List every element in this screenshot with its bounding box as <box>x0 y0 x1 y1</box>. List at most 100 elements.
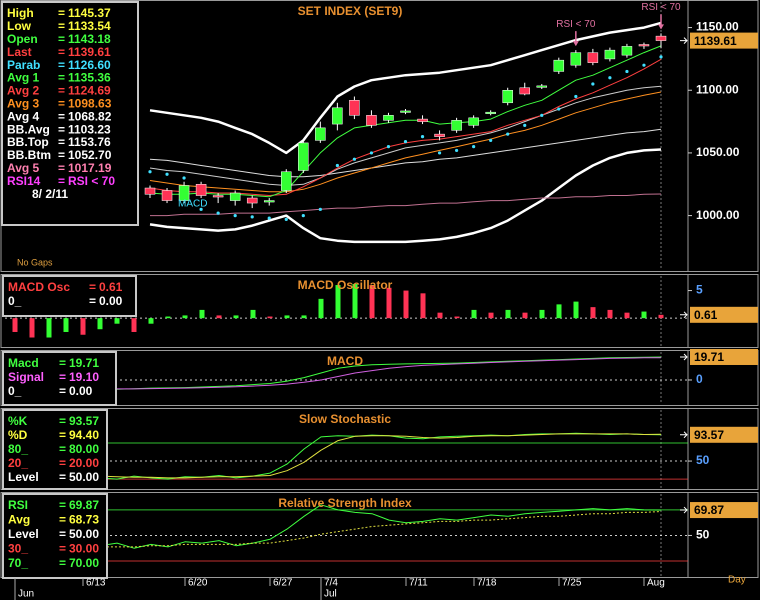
value-box <box>690 32 758 49</box>
value-box <box>690 426 758 443</box>
legend-value: 20.00 <box>69 456 99 470</box>
osc-bar <box>199 309 205 319</box>
x-tick-label: 7/4 <box>324 578 338 589</box>
panel-title: Slow Stochastic <box>299 412 391 426</box>
series-line <box>149 91 662 193</box>
legend-separator: = <box>59 456 66 470</box>
candle-body <box>383 115 394 121</box>
candle-body <box>621 46 633 56</box>
legend-value: 0.00 <box>69 384 93 398</box>
legend-label: Signal <box>8 370 44 384</box>
legend-box <box>2 275 137 317</box>
osc-bar <box>386 287 392 319</box>
x-tick-label: 6/27 <box>273 578 293 589</box>
x-tick-label: 7/25 <box>562 578 582 589</box>
sar-dot <box>420 135 425 139</box>
legend-label: MACD Osc <box>8 280 70 294</box>
osc-bar <box>573 301 579 319</box>
legend-value: 1153.76 <box>68 135 111 149</box>
legend-separator: = <box>58 122 65 136</box>
sar-dot <box>437 151 442 155</box>
legend-separator: = <box>58 6 65 20</box>
legend-value: 50.00 <box>69 470 99 484</box>
x-tick-label: Aug <box>647 578 665 589</box>
legend-label: %K <box>8 414 28 428</box>
value-pointer <box>680 37 688 44</box>
sar-dot <box>659 55 663 59</box>
legend-label: Avg 2 <box>7 84 40 98</box>
y-tick-label: 50 <box>696 453 710 467</box>
y-tick-label: 1100.00 <box>696 82 739 96</box>
signal-arrowhead <box>658 24 664 30</box>
candle-body <box>144 187 156 195</box>
legend-value: 69.87 <box>69 498 99 512</box>
legend-date: 8/ 2/11 <box>32 187 68 201</box>
y-tick-label: 1000.00 <box>696 208 740 222</box>
series-line <box>14 433 662 479</box>
osc-bar <box>267 316 273 319</box>
legend-separator: = <box>59 498 66 512</box>
legend-separator: = <box>58 148 65 162</box>
candle-body <box>587 52 599 63</box>
y-tick-label: 1050.00 <box>696 145 740 159</box>
legend-separator: = <box>58 32 65 46</box>
candle-body <box>468 117 479 126</box>
osc-bar <box>284 315 290 319</box>
candle-body <box>178 185 190 201</box>
osc-bar <box>335 285 341 319</box>
legend-label: Avg 4 <box>7 109 40 123</box>
candle-body <box>485 111 496 114</box>
candle-body <box>417 118 428 122</box>
legend-value: 1017.19 <box>68 161 112 175</box>
osc-bar <box>624 312 630 319</box>
candle-body <box>536 85 548 88</box>
legend-label: 0_ <box>8 384 22 398</box>
legend-label: Level <box>8 527 39 541</box>
candle-body <box>502 89 513 104</box>
sar-dot <box>284 217 288 221</box>
osc-bar <box>607 309 613 319</box>
legend-label: High <box>7 6 34 20</box>
candle-body <box>434 133 445 137</box>
legend-separator: = <box>59 384 66 398</box>
candle-body <box>263 200 275 203</box>
legend-label: RSI <box>8 498 28 512</box>
month-label: Jul <box>324 589 337 600</box>
legend-value: 19.71 <box>69 356 99 370</box>
osc-bar <box>216 315 222 319</box>
osc-bar <box>522 312 528 319</box>
legend-value: 1145.37 <box>68 6 111 20</box>
candle-body <box>298 142 309 171</box>
osc-bar <box>165 316 171 319</box>
legend-value: 70.00 <box>69 556 99 570</box>
sar-dot <box>506 132 510 136</box>
osc-bar <box>658 314 664 319</box>
panel-frame <box>0 492 759 578</box>
legend-separator: = <box>58 96 65 110</box>
candle-body <box>655 35 667 41</box>
value-pointer <box>680 311 688 319</box>
panel-title: MACD Oscillator <box>298 278 393 292</box>
osc-bar <box>352 283 358 319</box>
legend-label: Avg 3 <box>7 96 40 110</box>
legend-label: Parab <box>7 58 40 72</box>
legend-separator: = <box>58 161 65 175</box>
osc-bar <box>63 318 69 332</box>
legend-value: RSI < 70 <box>68 174 115 188</box>
legend-separator: = <box>59 428 66 442</box>
panel-frame <box>0 408 759 490</box>
osc-bar <box>505 309 511 319</box>
sar-dot <box>233 213 237 218</box>
series-line <box>14 357 662 390</box>
candle-body <box>400 110 411 113</box>
osc-bar <box>471 309 477 319</box>
sar-dot <box>386 145 391 149</box>
osc-bar <box>488 312 494 319</box>
osc-bar <box>148 318 154 324</box>
x-tick-label: 7/18 <box>477 578 497 589</box>
osc-bar <box>97 318 103 330</box>
osc-bar <box>454 316 460 319</box>
legend-value: 0.00 <box>99 294 123 308</box>
legend-label: 80_ <box>8 442 28 456</box>
